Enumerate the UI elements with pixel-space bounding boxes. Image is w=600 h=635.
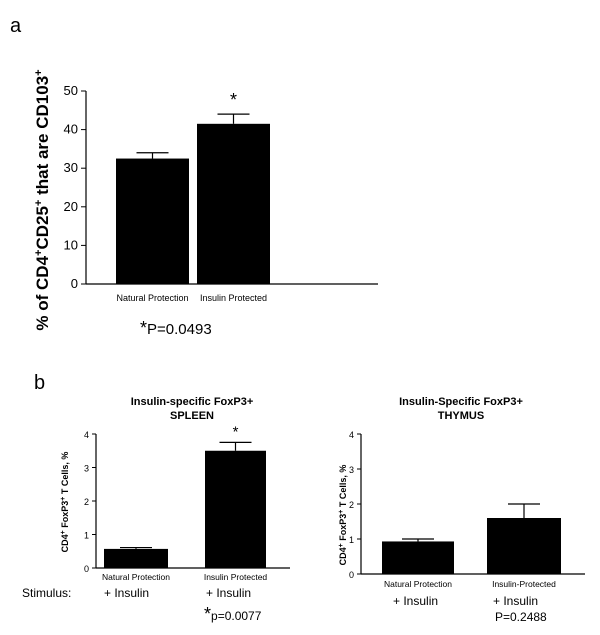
chart-b-thymus-title-line1: Insulin-Specific FoxP3+ [399, 396, 523, 408]
category-label: Natural Protection [116, 293, 188, 303]
y-tick-label: 40 [64, 122, 78, 137]
chart-b-spleen: 0 1 2 3 4 Natural Protection Insulin Protected… [84, 423, 290, 582]
bar [116, 158, 189, 284]
chart-b-spleen-title-line1: Insulin-specific FoxP3+ [131, 396, 254, 408]
spleen-stim-1: + Insulin [104, 586, 149, 600]
y-tick-label: 20 [64, 199, 78, 214]
thymus-pvalue: P=0.2488 [495, 610, 547, 624]
y-tick-label: 50 [64, 83, 78, 98]
y-tick-label: 0 [71, 276, 78, 291]
y-tick-label: 1 [84, 531, 89, 541]
y-tick-label: 4 [84, 430, 89, 440]
significance-star: * [233, 423, 239, 440]
bar [197, 123, 270, 284]
chart-b-thymus-title-line2: THYMUS [438, 410, 484, 422]
significance-star: * [230, 90, 237, 110]
panel-letter-b: b [34, 372, 45, 394]
y-tick-label: 1 [349, 535, 354, 545]
chart-a: 0 10 20 30 40 50 Natural Protection Insulin Pro… [64, 83, 378, 303]
thymus-stim-1: + Insulin [393, 594, 438, 608]
category-label: Insulin-Protected [492, 579, 556, 589]
category-label: Insulin Protected [204, 572, 268, 582]
chart-b-thymus: 0 1 2 3 4 Natural Protection Insulin-Protected [349, 430, 585, 589]
chart-a-pvalue: *P=0.0493 [140, 318, 212, 338]
bar [104, 548, 168, 568]
stimulus-label: Stimulus: [22, 586, 71, 600]
chart-b-spleen-title-line2: SPLEEN [170, 410, 214, 422]
bar [205, 450, 266, 568]
y-tick-label: 0 [84, 564, 89, 574]
category-label: Insulin Protected [200, 293, 267, 303]
spleen-stim-2: + Insulin [206, 586, 251, 600]
y-tick-label: 3 [349, 465, 354, 475]
y-tick-label: 30 [64, 160, 78, 175]
category-label: Natural Protection [384, 579, 452, 589]
y-tick-label: 3 [84, 464, 89, 474]
spleen-pvalue: *p=0.0077 [204, 604, 262, 624]
bar [382, 541, 454, 574]
bar [487, 518, 561, 574]
chart-a-ylabel: % of CD4+CD25+ that are CD103+ [33, 69, 52, 330]
y-tick-label: 2 [349, 500, 354, 510]
y-tick-label: 10 [64, 237, 78, 252]
y-tick-label: 0 [349, 570, 354, 580]
thymus-stim-2: + Insulin [493, 594, 538, 608]
panel-letter-a: a [10, 15, 22, 37]
y-tick-label: 2 [84, 497, 89, 507]
y-tick-label: 4 [349, 430, 354, 440]
chart-b-thymus-ylabel: CD4+ FoxP3+ T Cells, % [338, 465, 349, 566]
chart-b-spleen-ylabel: CD4+ FoxP3+ T Cells, % [60, 452, 71, 553]
category-label: Natural Protection [102, 572, 170, 582]
